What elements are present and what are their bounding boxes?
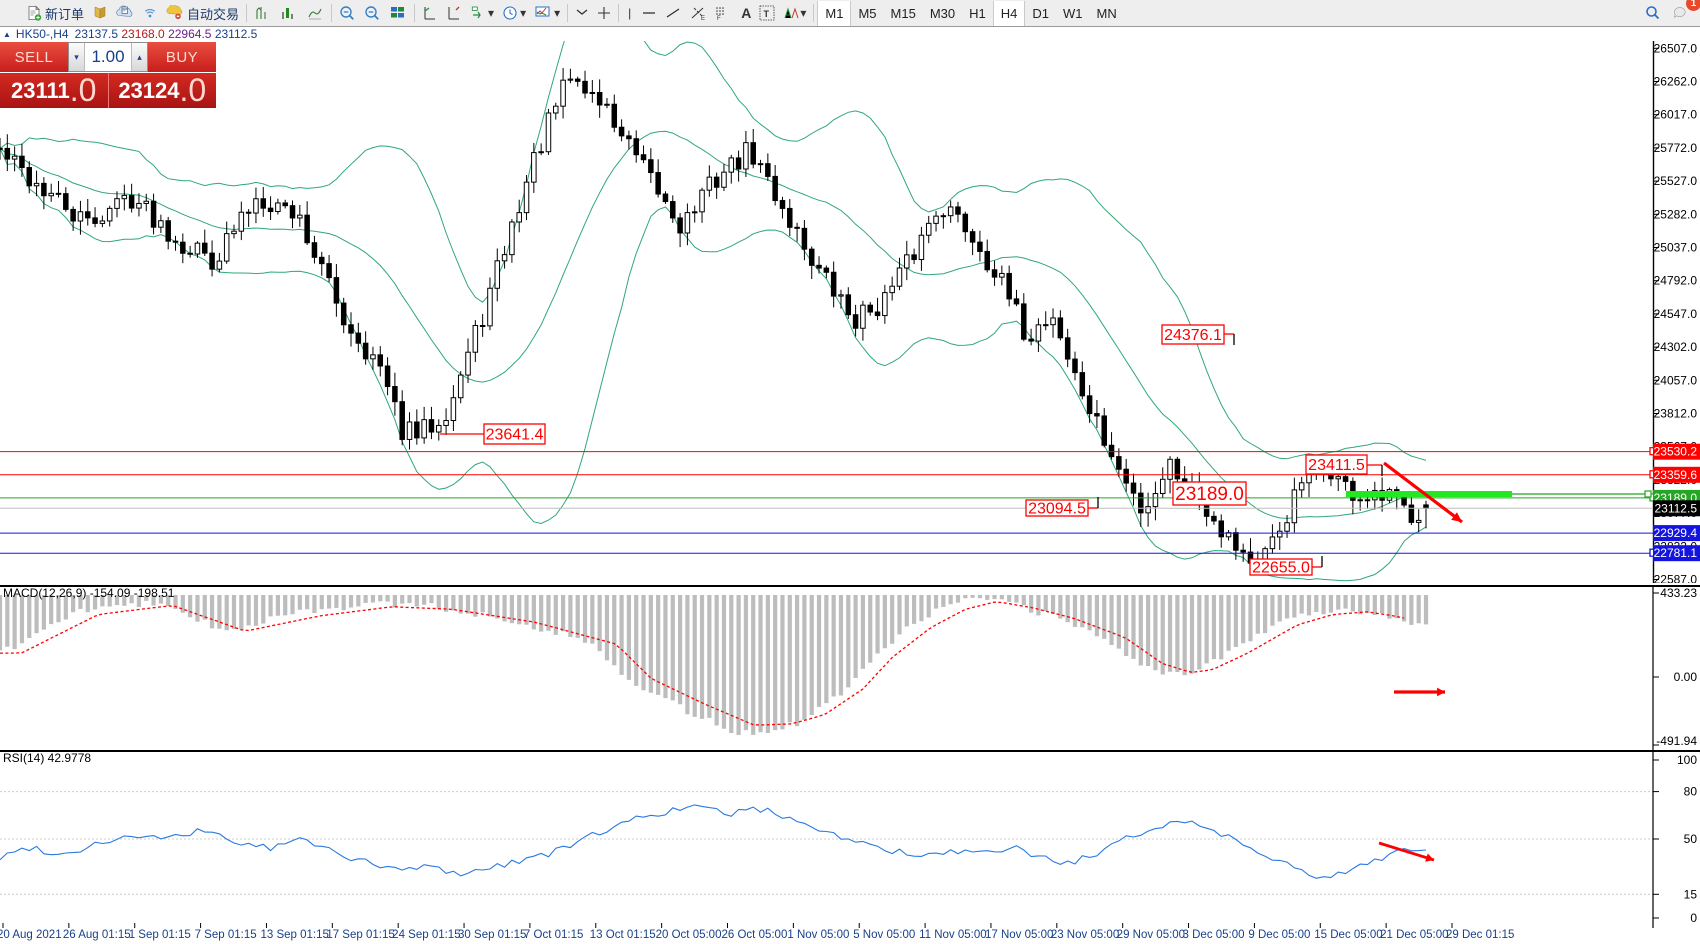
- svg-text:80: 80: [1684, 785, 1698, 799]
- svg-text:22587.0: 22587.0: [1654, 573, 1698, 584]
- svg-text:15: 15: [1684, 887, 1698, 901]
- svg-text:-491.94: -491.94: [1656, 734, 1697, 748]
- svg-text:23530.2: 23530.2: [1654, 445, 1698, 459]
- svg-text:26262.0: 26262.0: [1654, 75, 1698, 89]
- svg-text:25527.0: 25527.0: [1654, 174, 1698, 188]
- svg-text:F: F: [717, 16, 721, 21]
- svg-text:E: E: [701, 16, 705, 21]
- svg-text:24792.0: 24792.0: [1654, 274, 1698, 288]
- svg-text:24547.0: 24547.0: [1654, 307, 1698, 321]
- svg-text:23112.5: 23112.5: [1655, 501, 1698, 515]
- svg-text:22929.4: 22929.4: [1654, 526, 1698, 540]
- svg-text:25772.0: 25772.0: [1654, 141, 1698, 155]
- svg-text:T: T: [764, 9, 770, 19]
- svg-text:0.00: 0.00: [1674, 670, 1698, 684]
- svg-text:23094.5: 23094.5: [1028, 500, 1086, 517]
- svg-text:MACD(12,26,9) -154.09 -198.51: MACD(12,26,9) -154.09 -198.51: [3, 587, 175, 600]
- svg-text:24302.0: 24302.0: [1654, 340, 1698, 354]
- svg-text:100: 100: [1677, 753, 1697, 767]
- svg-text:22655.0: 22655.0: [1252, 559, 1310, 576]
- svg-text:25037.0: 25037.0: [1654, 241, 1698, 255]
- svg-text:26507.0: 26507.0: [1654, 41, 1698, 55]
- svg-text:24376.1: 24376.1: [1164, 327, 1222, 344]
- svg-text:23411.5: 23411.5: [1308, 457, 1365, 474]
- svg-text:26017.0: 26017.0: [1654, 108, 1698, 122]
- svg-text:23812.0: 23812.0: [1654, 407, 1698, 421]
- svg-text:25282.0: 25282.0: [1654, 207, 1698, 221]
- svg-text:23641.4: 23641.4: [486, 426, 544, 443]
- svg-text:23359.6: 23359.6: [1654, 468, 1698, 482]
- svg-text:433.23: 433.23: [1660, 587, 1697, 600]
- svg-text:22781.1: 22781.1: [1654, 546, 1698, 560]
- svg-text:23189.0: 23189.0: [1175, 484, 1244, 505]
- svg-text:24057.0: 24057.0: [1654, 373, 1698, 387]
- svg-text:50: 50: [1684, 832, 1698, 846]
- svg-text:RSI(14) 42.9778: RSI(14) 42.9778: [3, 752, 91, 765]
